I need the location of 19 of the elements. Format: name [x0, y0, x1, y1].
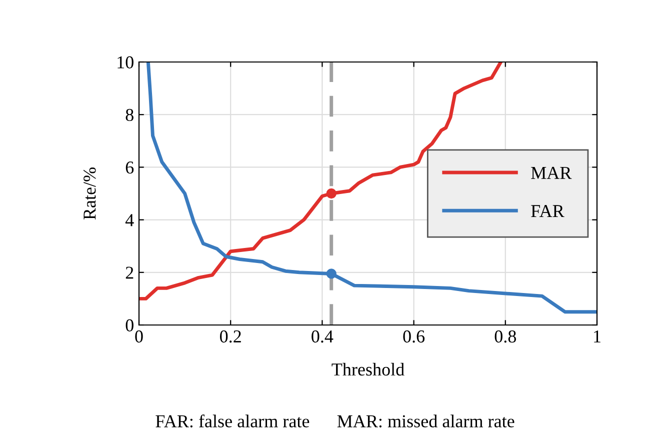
x-tick-label: 0 [135, 330, 143, 343]
x-tick-label: 0.4 [312, 330, 334, 343]
x-tick-label: 0.2 [220, 330, 241, 343]
y-tick-label: 2 [126, 266, 134, 279]
x-tick-label: 0.8 [494, 330, 516, 343]
legend-label: MAR [531, 166, 572, 179]
y-tick-label: 4 [125, 214, 134, 226]
y-tick-label: 8 [126, 108, 134, 122]
y-axis-title: Rate/% [84, 168, 96, 220]
line-series [139, 62, 503, 300]
y-tick-label: 6 [126, 162, 134, 174]
x-axis-title: Threshold [332, 362, 404, 376]
y-tick-label: 10 [118, 56, 134, 68]
x-tick-label: 1 [594, 330, 600, 342]
x-tick-label: 0.6 [403, 330, 425, 343]
legend-label: FAR [531, 205, 564, 217]
text: FAR: false alarm rate MAR: missed alarm rate [156, 414, 514, 428]
line-series [146, 62, 597, 314]
y-tick-label: 0 [126, 319, 134, 332]
